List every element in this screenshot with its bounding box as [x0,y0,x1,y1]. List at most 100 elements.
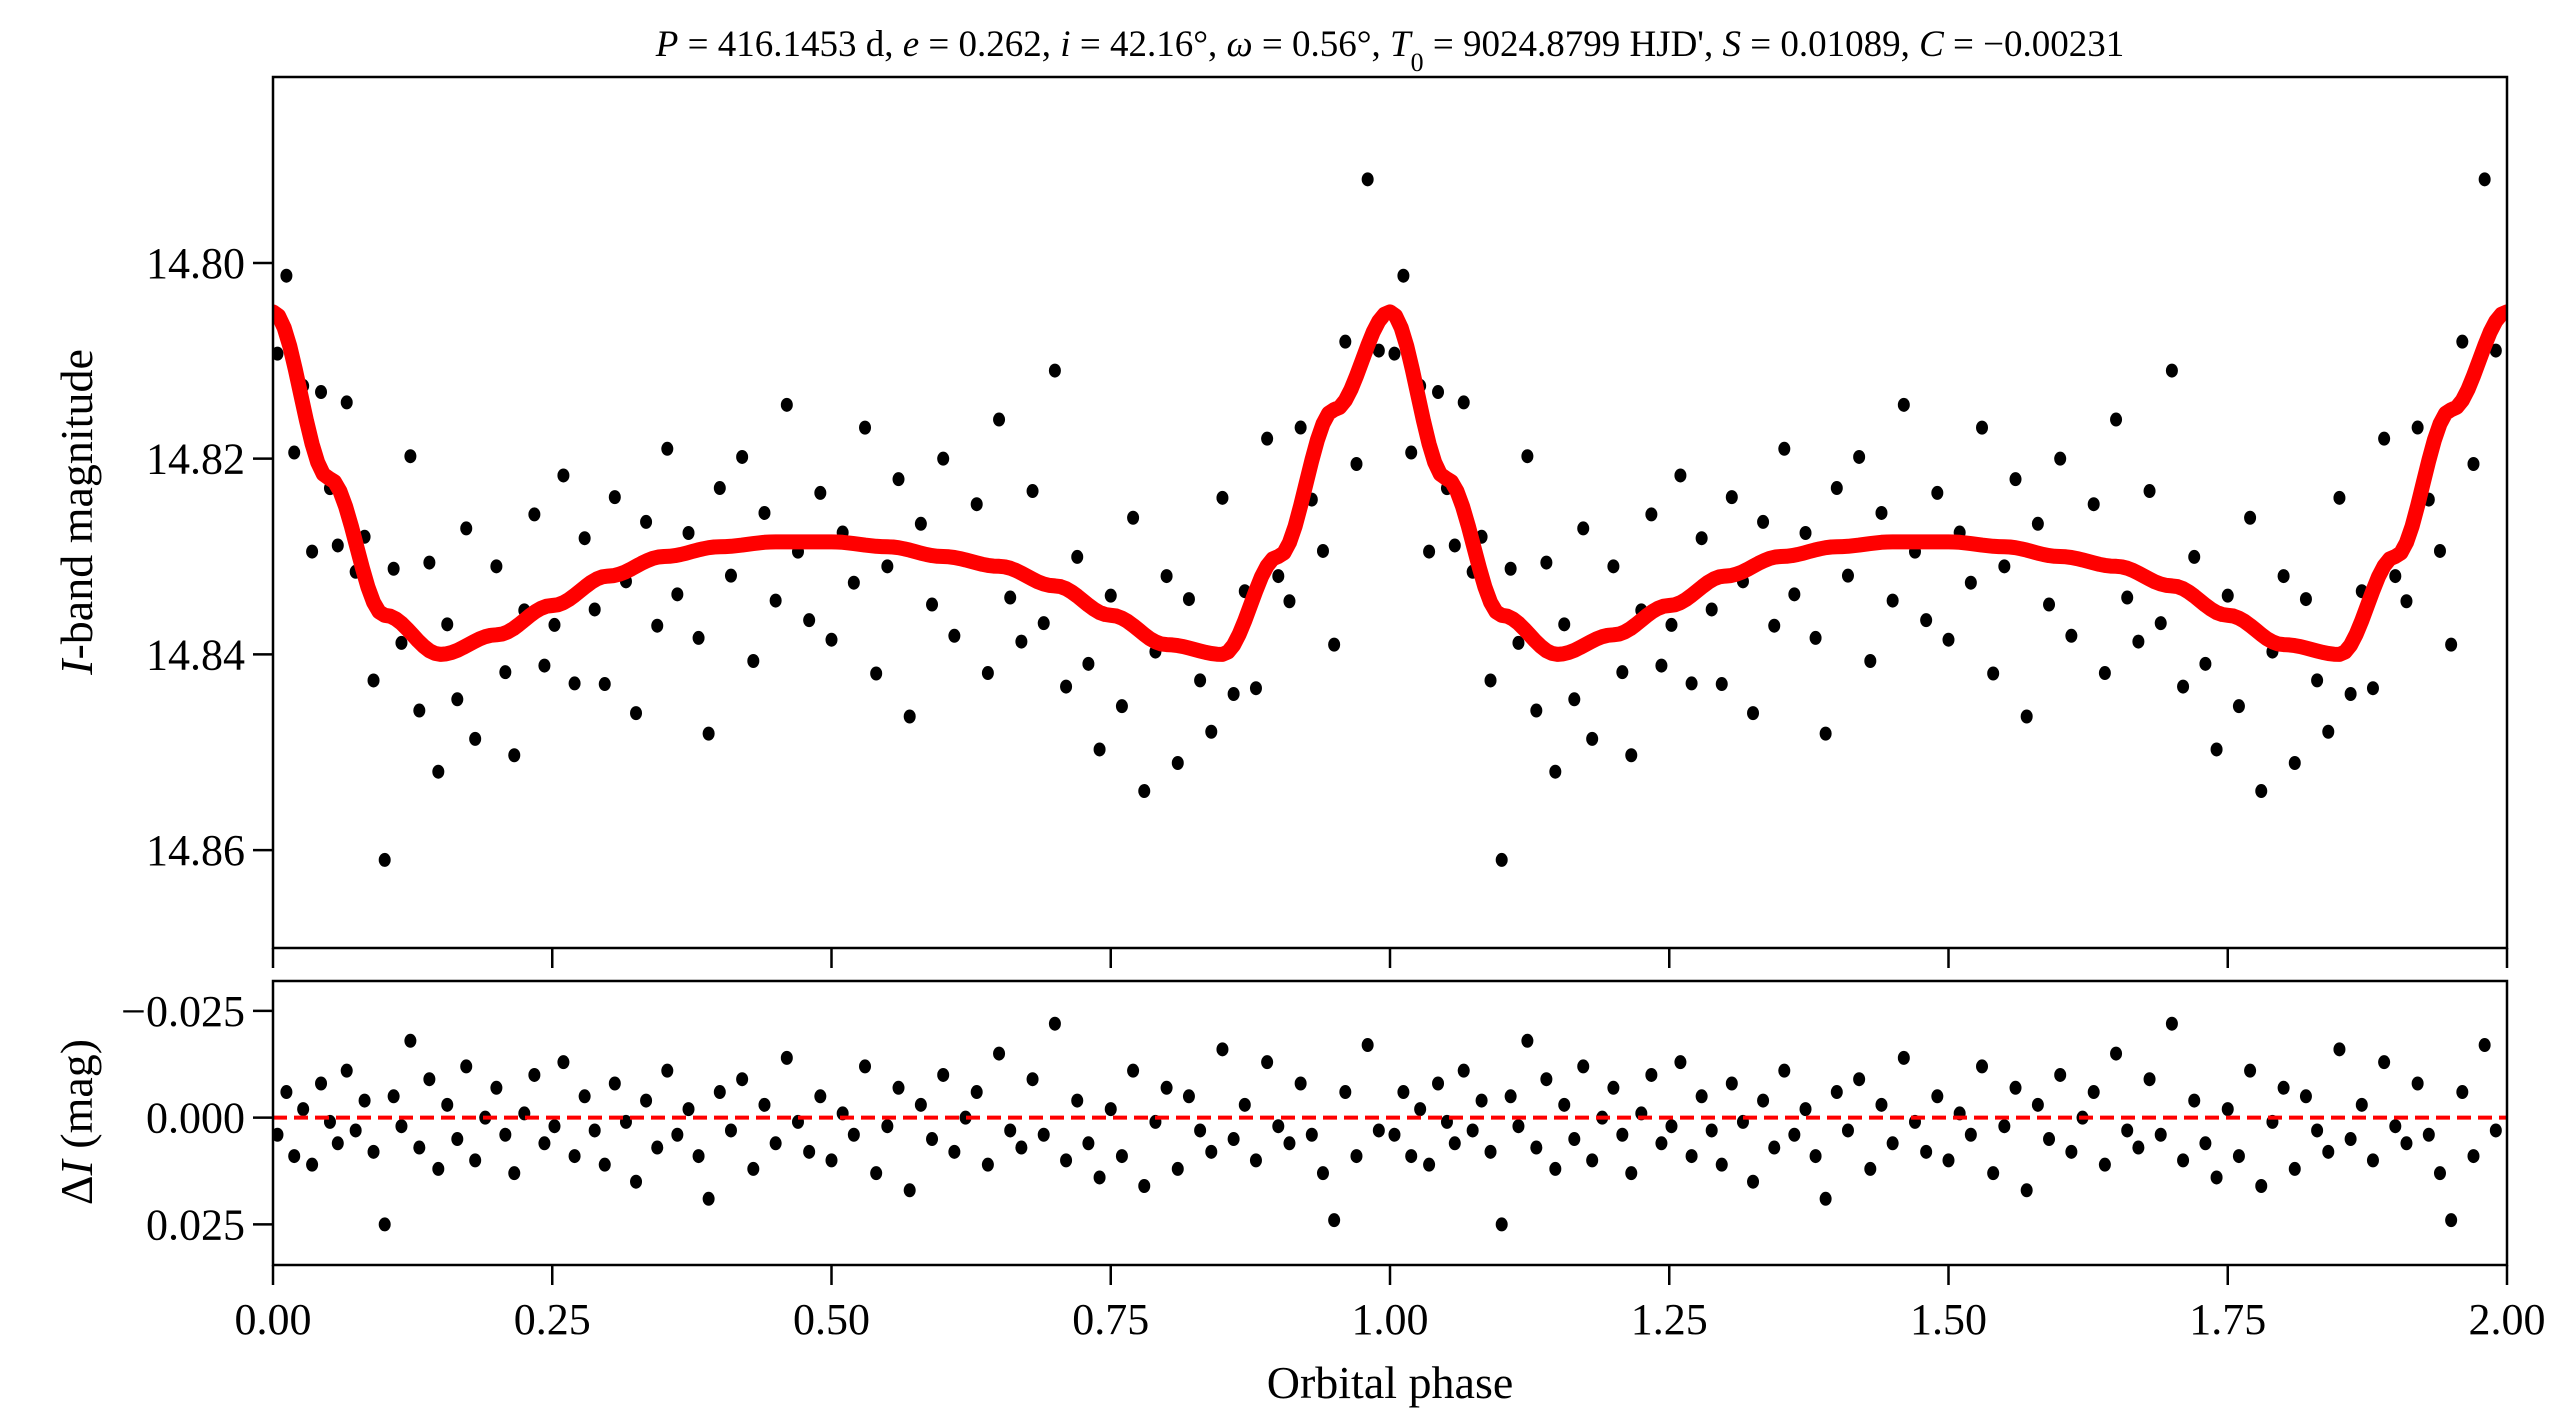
observed-point [2132,634,2145,649]
residual-y-axis-label: ΔI (mag) [51,1039,102,1205]
residual-point [1484,1144,1497,1159]
residual-point [814,1089,827,1104]
residual-point [1530,1140,1543,1155]
observed-point [1645,507,1658,522]
observed-point [702,726,715,741]
observed-point [2478,172,2491,187]
residual-point [288,1149,301,1164]
residual-point [2478,1038,2491,1053]
residual-point [1715,1157,1728,1172]
residual-point [331,1136,344,1151]
residual-point [1625,1166,1638,1181]
observed-point [280,268,293,283]
observed-point [981,666,994,681]
residual-point [2087,1085,2100,1100]
residual-point [1227,1132,1240,1147]
residual-point [1339,1085,1352,1100]
residual-point [340,1063,353,1078]
observed-point [1705,602,1718,617]
residual-point [2199,1136,2212,1151]
observed-point [451,692,464,707]
residual-point [499,1127,512,1142]
residual-point [508,1166,521,1181]
observed-point [2445,637,2458,652]
residual-point [1261,1055,1274,1070]
observed-point [1060,679,1073,694]
observed-point [1577,521,1590,536]
residual-point [367,1144,380,1159]
observed-point [1715,677,1728,692]
observed-point [1160,569,1173,584]
observed-point [288,445,301,460]
observed-point [1964,575,1977,590]
residual-point [1558,1097,1571,1112]
residual-point [1104,1102,1117,1117]
residual-point [1388,1127,1401,1142]
observed-point [1920,613,1933,628]
observed-point [1328,637,1341,652]
text-part: I [51,657,102,676]
observed-point [1864,653,1877,668]
residual-point [2165,1016,2178,1031]
residual-point [1864,1161,1877,1176]
residual-point [1182,1089,1195,1104]
observed-point [2433,543,2446,558]
observed-point [2389,569,2402,584]
residual-point [548,1119,561,1134]
residual-point [1645,1067,1658,1082]
residual-point [588,1123,601,1138]
observed-point [2199,656,2212,671]
observed-point [1397,268,1410,283]
observed-point [870,666,883,681]
text-part: 0 [1411,48,1424,77]
residual-point [2322,1144,2335,1159]
x-tick-label: 1.75 [2189,1295,2266,1344]
observed-point [1768,618,1781,633]
residual-point [993,1046,1006,1061]
residual-point [280,1085,293,1100]
observed-point [2031,516,2044,531]
observed-point [1685,676,1698,691]
observed-point [2177,679,2190,694]
residual-point [387,1089,400,1104]
observed-point [1512,635,1525,650]
residual-point [847,1127,860,1142]
text-part: e [903,24,919,65]
observed-point [682,525,695,540]
observed-point [528,507,541,522]
residual-point [1830,1085,1843,1100]
observed-point [1283,594,1296,609]
residual-point [2288,1161,2301,1176]
observed-point [2255,784,2268,799]
observed-point [1841,568,1854,583]
residual-point [1071,1093,1084,1108]
observed-point [499,665,512,680]
residual-point [803,1144,816,1159]
residual-point [1998,1119,2011,1134]
residual-point [2456,1085,2469,1100]
observed-point [713,481,726,496]
observed-point [661,441,674,456]
observed-point [378,852,391,867]
residual-point [2121,1123,2134,1138]
residual-point [630,1174,643,1189]
residual-point [2411,1076,2424,1091]
residual-point [937,1067,950,1082]
residual-point [1004,1123,1017,1138]
observed-point [1558,617,1571,632]
text-part: -band magnitude [51,349,102,659]
text-part: Δ [51,1176,102,1206]
residual-point [469,1153,482,1168]
residual-point [1577,1059,1590,1074]
residual-point [1809,1149,1822,1164]
residual-point [1725,1076,1738,1091]
observed-point [1875,505,1888,520]
text-part: ω [1227,24,1253,65]
observed-point [651,618,664,633]
residual-point [2143,1072,2156,1087]
observed-point [1521,449,1534,464]
residual-point [1328,1213,1341,1228]
residual-point [1521,1033,1534,1048]
observed-point [1495,852,1508,867]
observed-point [2400,594,2413,609]
